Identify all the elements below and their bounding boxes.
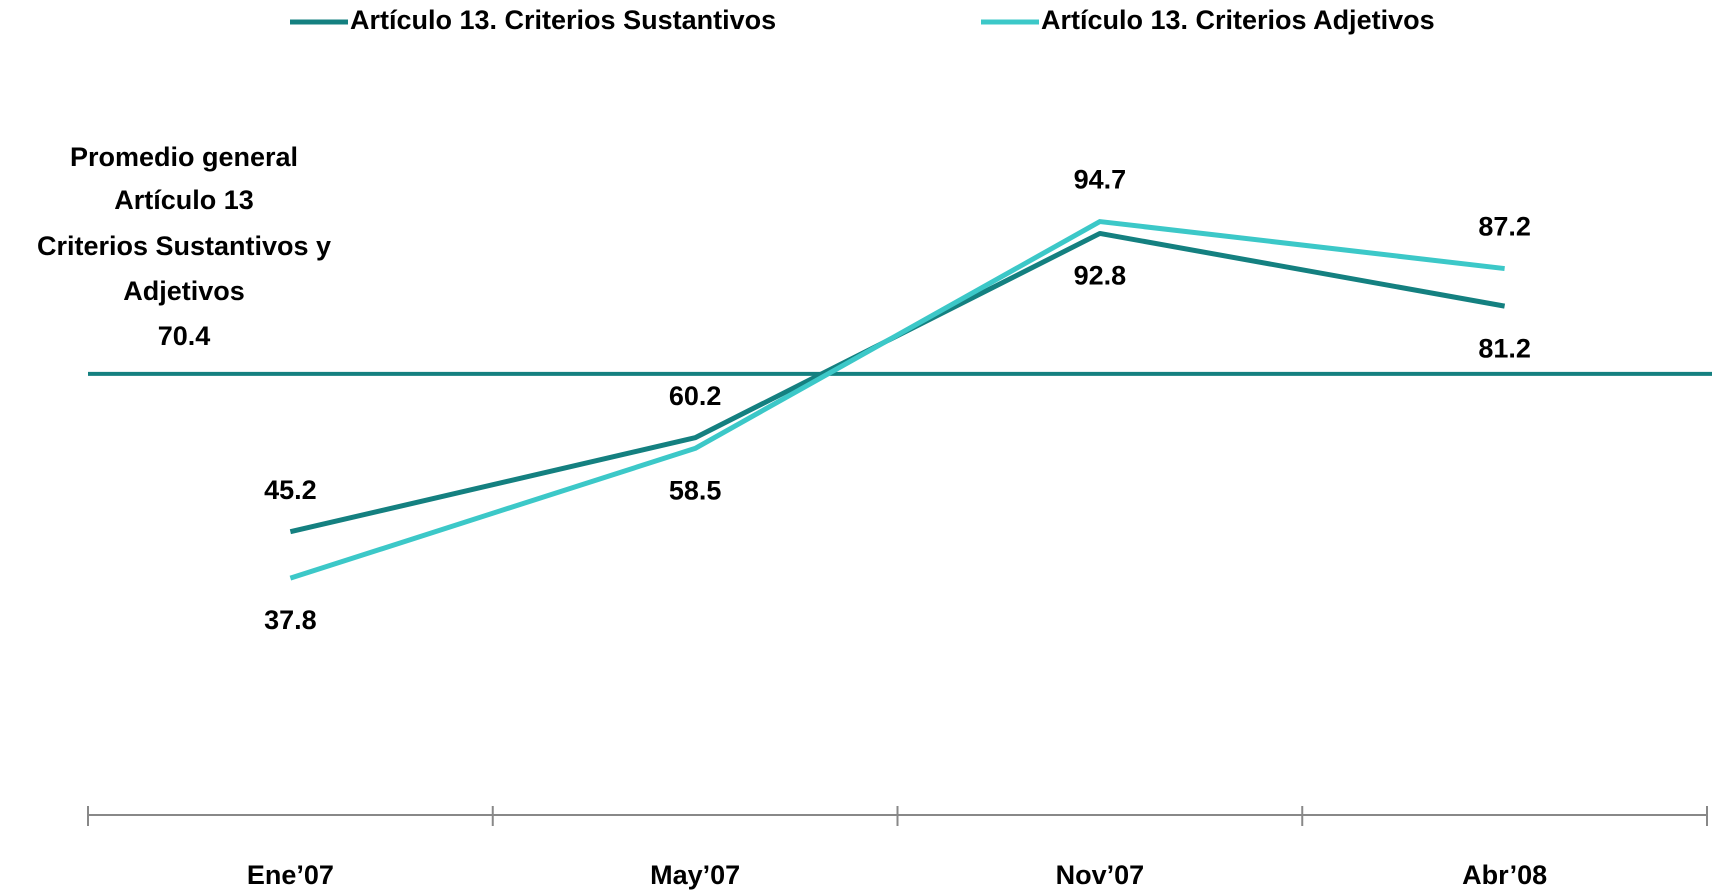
data-label: 92.8 xyxy=(1074,261,1127,291)
reference-value: 70.4 xyxy=(158,321,211,351)
series-line xyxy=(289,219,1505,581)
data-label: 81.2 xyxy=(1478,333,1531,363)
reference-label: Promedio general xyxy=(70,142,298,172)
series-line xyxy=(289,230,1506,535)
x-tick-label: Ene’07 xyxy=(247,860,334,890)
x-tick-label: May’07 xyxy=(650,860,740,890)
data-label: 37.8 xyxy=(264,605,317,635)
data-label: 94.7 xyxy=(1074,165,1127,195)
x-tick-label: Abr’08 xyxy=(1462,860,1547,890)
reference-label: Adjetivos xyxy=(123,276,245,306)
data-label: 87.2 xyxy=(1478,212,1531,242)
data-label: 60.2 xyxy=(669,381,722,411)
reference-label: Artículo 13 xyxy=(114,185,254,215)
data-label: 58.5 xyxy=(669,476,722,506)
legend-label: Artículo 13. Criterios Adjetivos xyxy=(1041,5,1435,35)
reference-label: Criterios Sustantivos y xyxy=(37,231,331,261)
x-tick-label: Nov’07 xyxy=(1056,860,1145,890)
legend-label: Artículo 13. Criterios Sustantivos xyxy=(350,5,776,35)
data-label: 45.2 xyxy=(264,475,317,505)
